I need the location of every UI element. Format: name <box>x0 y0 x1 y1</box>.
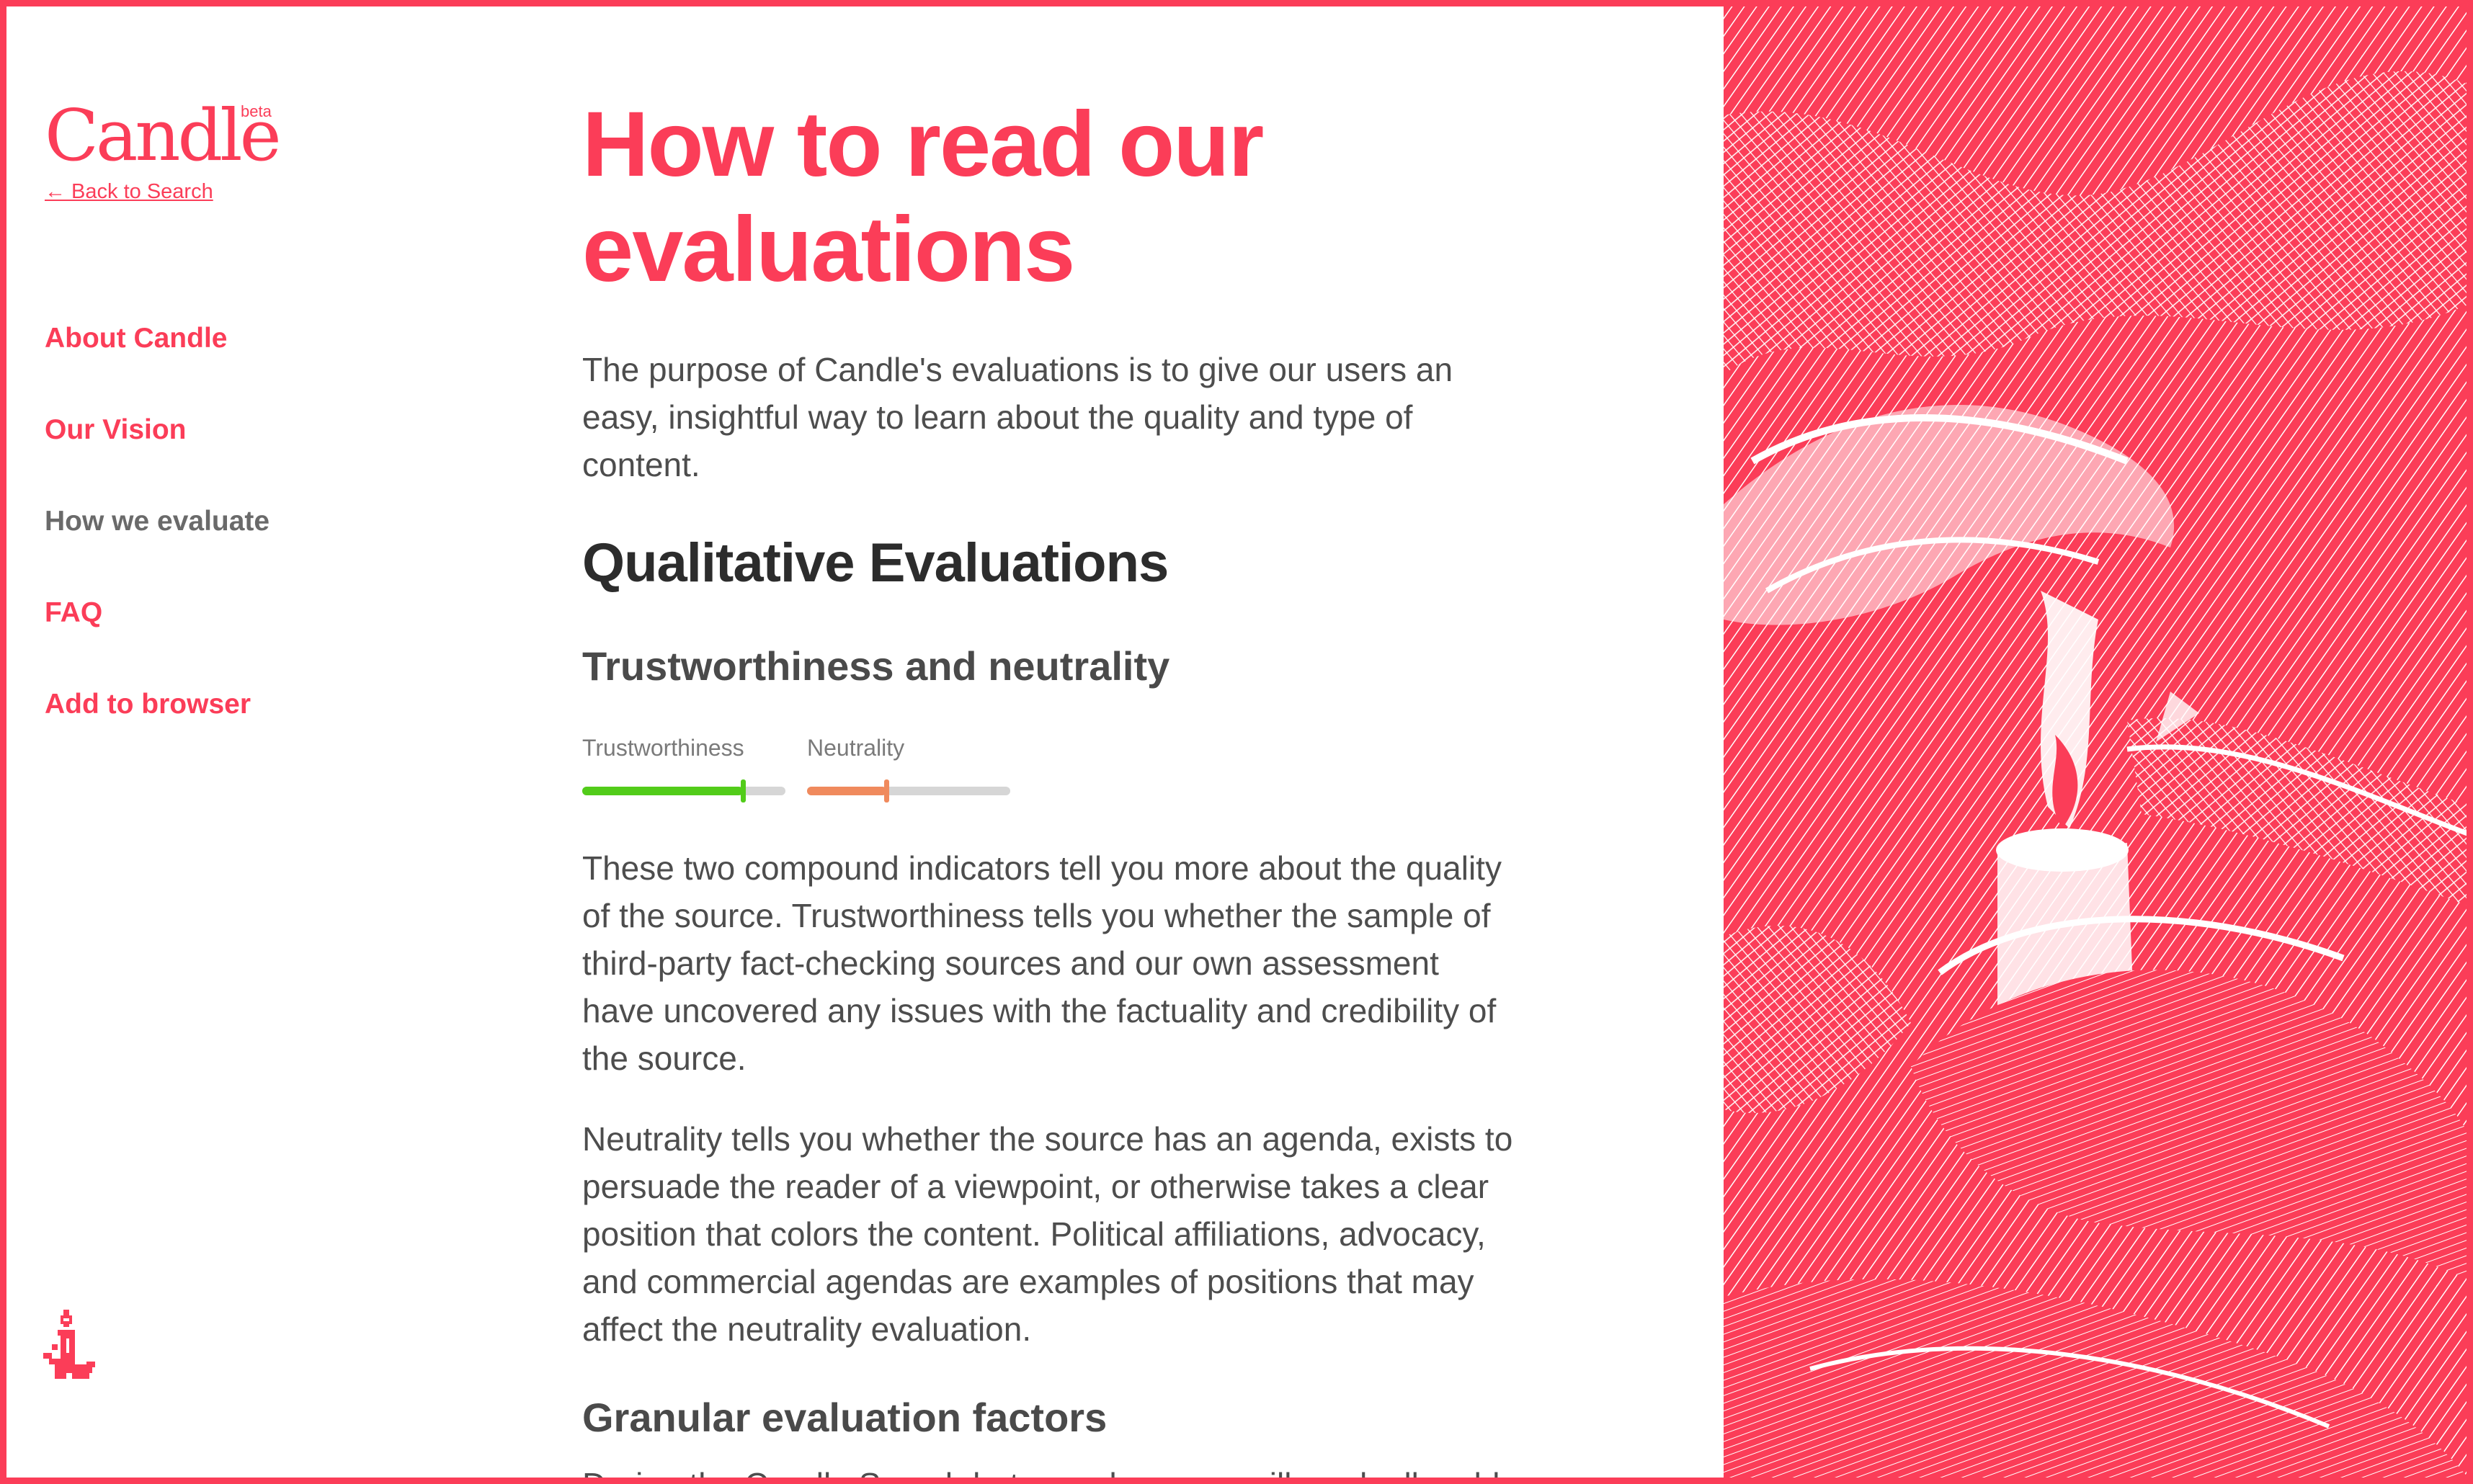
nav-item-about-candle[interactable]: About Candle <box>45 323 228 354</box>
trustworthiness-label: Trustworthiness <box>582 735 744 761</box>
main-content: How to read our evaluations The purpose … <box>582 0 1512 1484</box>
subheading-trust-neutrality: Trustworthiness and neutrality <box>582 643 1170 689</box>
beta-badge: beta <box>241 102 272 120</box>
neutrality-paragraph: Neutrality tells you whether the source … <box>582 1120 1512 1348</box>
subheading-granular-factors: Granular evaluation factors <box>582 1395 1108 1440</box>
page-title: How to read our evaluations <box>582 93 1264 301</box>
intro-paragraph: The purpose of Candle's evaluations is t… <box>582 351 1453 483</box>
back-to-search-link[interactable]: ← Back to Search <box>45 180 213 203</box>
section-heading: Qualitative Evaluations <box>582 532 1169 594</box>
neutrality-label: Neutrality <box>807 735 905 761</box>
sidebar-nav: About Candle Our Vision How we evaluate … <box>45 317 269 774</box>
sidebar: Candle beta ← Back to Search About Candl… <box>0 0 562 1484</box>
trustworthiness-fill <box>582 787 743 795</box>
indicators-paragraph: These two compound indicators tell you m… <box>582 849 1502 1077</box>
nav-item-how-we-evaluate[interactable]: How we evaluate <box>45 506 270 537</box>
neutrality-indicator: Neutrality <box>807 735 1010 803</box>
trustworthiness-marker <box>741 779 746 803</box>
candle-pixel-icon <box>43 1310 104 1394</box>
trustworthiness-track <box>582 779 785 803</box>
trustworthiness-indicator: Trustworthiness <box>582 735 785 803</box>
neutrality-marker <box>884 779 889 803</box>
logo[interactable]: Candle beta <box>45 95 282 177</box>
nav-item-our-vision[interactable]: Our Vision <box>45 414 187 445</box>
neutrality-track <box>807 779 1010 803</box>
indicator-group: Trustworthiness Neutrality <box>582 735 1087 807</box>
logo-wordmark: Candle <box>45 95 282 177</box>
granular-paragraph-partial: During the Candle Search beta, each sour… <box>582 1461 1512 1484</box>
engraved-hands-candle-illustration <box>1724 0 2473 1484</box>
nav-item-faq[interactable]: FAQ <box>45 597 103 628</box>
neutrality-fill <box>807 787 886 795</box>
nav-item-add-to-browser[interactable]: Add to browser <box>45 689 251 720</box>
